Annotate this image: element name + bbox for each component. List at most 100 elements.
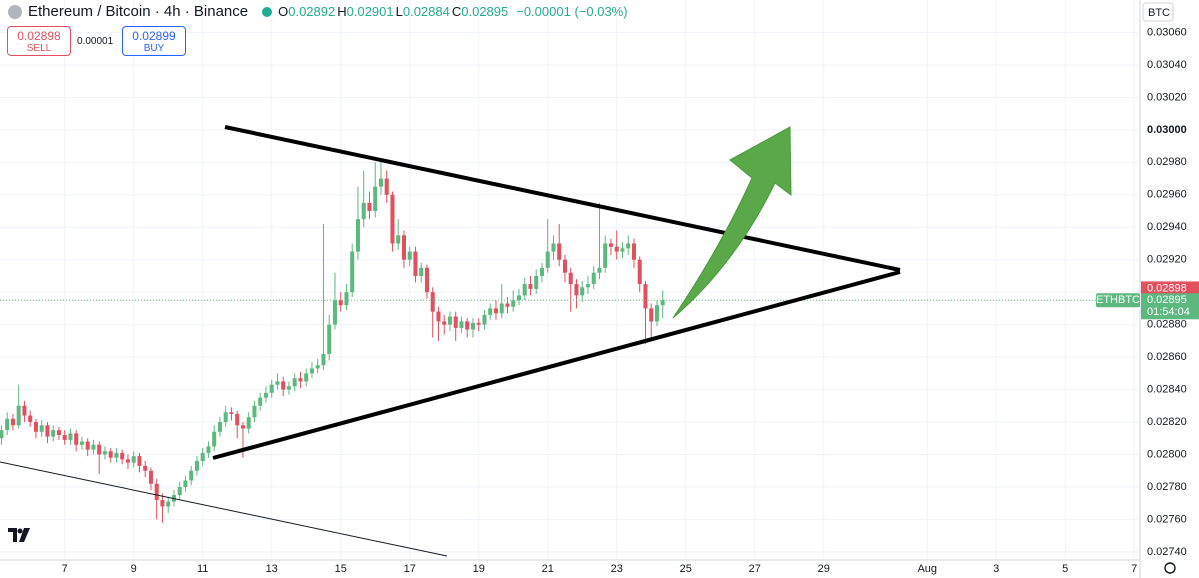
candle-body: [269, 384, 274, 393]
ask-tag-label: 0.02898: [1147, 282, 1187, 294]
candle-body: [493, 308, 498, 314]
candle-body: [338, 300, 343, 306]
candle-body: [5, 418, 10, 431]
candle-body: [286, 386, 291, 390]
x-tick-label: 7: [62, 563, 68, 575]
ohlc-value: 0.02892: [288, 4, 336, 19]
candle-body: [482, 314, 487, 325]
candle-body: [390, 194, 395, 244]
trend-line: [0, 461, 448, 557]
ohlc-key: O: [278, 4, 289, 19]
candle-body: [401, 235, 406, 260]
candle-body: [465, 321, 470, 330]
candle-body: [384, 178, 389, 195]
y-tick-label: 0.02920: [1147, 254, 1187, 266]
candle-body: [528, 284, 533, 289]
candle-body: [631, 243, 636, 260]
candle-body: [516, 295, 521, 301]
candle-body: [315, 365, 320, 369]
candle-body: [183, 480, 188, 487]
y-tick-label: 0.02880: [1147, 319, 1187, 331]
candle-body: [200, 452, 205, 461]
candle-body: [534, 275, 539, 289]
candle-body: [626, 243, 631, 249]
candle-body: [539, 267, 544, 276]
candle-body: [344, 292, 349, 306]
x-tick-label: 23: [611, 563, 623, 575]
ohlc-key: H: [337, 4, 347, 19]
ohlc-key: C: [451, 4, 462, 19]
candle-body: [396, 235, 401, 244]
candle-body: [206, 446, 211, 453]
x-tick-label: 13: [266, 563, 278, 575]
countdown: 01:54:04: [1147, 306, 1190, 318]
buy-button[interactable]: 0.02899 BUY: [122, 26, 186, 56]
y-tick-label: 0.02840: [1147, 383, 1187, 395]
candle-body: [557, 243, 562, 260]
candle-body: [373, 186, 378, 212]
x-tick-label: 17: [404, 563, 416, 575]
candle-body: [68, 433, 73, 440]
candle-body: [51, 430, 56, 437]
settings-icon[interactable]: [1164, 562, 1176, 574]
market-status: [262, 6, 273, 17]
candle-body: [603, 243, 608, 268]
x-tick-label: 21: [542, 563, 554, 575]
candle-body: [350, 251, 355, 293]
upper-trend-line: [224, 125, 901, 272]
candle-body: [217, 422, 222, 432]
candle-body: [614, 246, 619, 252]
lower-trend-line: [212, 270, 901, 460]
ohlc-value: 0.02884: [402, 4, 450, 19]
candle-body: [637, 259, 642, 285]
candle-body: [125, 459, 130, 463]
candle-body: [252, 405, 257, 418]
candle-body: [367, 202, 372, 212]
candle-body: [212, 431, 217, 447]
candle-body: [505, 303, 510, 307]
candle-body: [499, 303, 504, 314]
x-tick-label: 29: [818, 563, 830, 575]
candle-body: [649, 308, 654, 322]
candle-body: [304, 373, 309, 382]
candle-body: [189, 470, 194, 481]
symbol-title: Ethereum / Bitcoin · 4h · Binance: [28, 3, 249, 20]
candle-body: [240, 425, 245, 429]
candle-body: [591, 272, 596, 285]
candle-body: [74, 433, 79, 445]
axes: 0.03060 0.03040 0.03020 0.03000 0.02980 0.029…: [62, 26, 1199, 575]
candle-body: [562, 259, 567, 273]
x-tick-label: 11: [197, 563, 208, 575]
y-tick-label: 0.02980: [1147, 156, 1187, 168]
candle-body: [551, 243, 556, 252]
symbol-icon: [8, 4, 22, 19]
buy-label: BUY: [143, 43, 165, 54]
candle-body: [574, 284, 579, 296]
candle-body: [430, 292, 435, 312]
candle-body: [660, 300, 665, 306]
buy-price: 0.02899: [132, 29, 176, 43]
candle-body: [585, 284, 590, 288]
candle-body: [166, 501, 171, 507]
candle-body: [378, 178, 383, 187]
y-tick-label: 0.02940: [1147, 221, 1187, 233]
x-tick-label: 3: [993, 563, 999, 575]
candle-body: [298, 378, 303, 382]
candle-body: [281, 381, 286, 390]
candle-body: [154, 483, 159, 500]
candle-body: [16, 405, 21, 426]
candle-body: [511, 300, 516, 307]
candle-body: [229, 412, 234, 414]
sell-button[interactable]: 0.02898 SELL: [7, 26, 71, 56]
candle-body: [355, 219, 360, 252]
candle-body: [22, 405, 27, 416]
candle-body: [10, 418, 15, 426]
currency-button[interactable]: [1142, 2, 1174, 22]
candle-body: [545, 251, 550, 268]
y-tick-label: 0.03060: [1147, 26, 1187, 38]
spread: 0.00001: [77, 36, 114, 47]
y-tick-label: 0.02780: [1147, 481, 1187, 493]
x-tick-label: 9: [131, 563, 137, 575]
x-tick-label: 5: [1062, 563, 1068, 575]
